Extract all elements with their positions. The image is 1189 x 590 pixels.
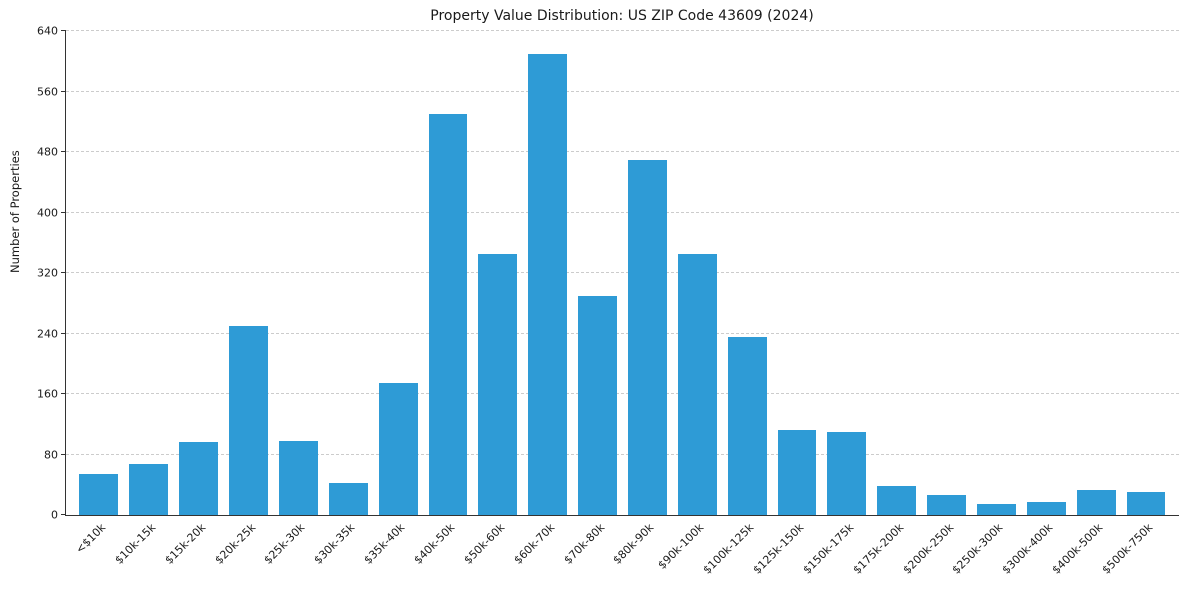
y-tick-mark (61, 90, 66, 92)
y-tick-label: 560 (37, 85, 58, 98)
bar (927, 495, 966, 515)
bar-slot: $20k-25k (212, 31, 274, 567)
bar (1076, 490, 1116, 515)
x-tick-label: $80k-90k (610, 521, 657, 567)
x-tick-label: $70k-80k (560, 521, 607, 567)
x-tick-label: $90k-100k (655, 521, 707, 572)
x-tick-label: $10k-15k (112, 521, 158, 567)
x-tick-label: $200k-250k (900, 521, 956, 577)
y-tick-mark (61, 272, 66, 273)
y-tick-mark (61, 30, 66, 31)
bar (777, 430, 817, 515)
bar-slot: $400k-500k (1050, 31, 1121, 577)
bar-slot: $10k-15k (112, 31, 174, 567)
gridline (66, 211, 1179, 213)
bar-slot: $60k-70k (511, 31, 573, 567)
y-tick-mark (61, 393, 66, 394)
gridline (66, 30, 1179, 31)
x-tick-label: $175k-200k (850, 521, 906, 577)
bar (528, 53, 568, 515)
x-tick-label: $400k-500k (1049, 521, 1106, 577)
gridline (66, 90, 1179, 92)
gridline (66, 453, 1179, 455)
y-tick-mark (61, 453, 66, 455)
x-tick-label: $30k-35k (311, 521, 358, 567)
x-tick-label: $15k-20k (162, 521, 208, 567)
bar-slot: $50k-60k (461, 31, 523, 567)
x-tick-label: $20k-25k (211, 521, 258, 567)
gridline (66, 393, 1179, 394)
y-tick-mark (61, 332, 66, 334)
chart-title: Property Value Distribution: US ZIP Code… (430, 8, 814, 24)
y-tick-label: 80 (44, 448, 58, 461)
bar-slot: $25k-30k (262, 31, 323, 567)
y-tick-mark (61, 151, 66, 152)
plot-area: 0 80 160 240 320 400 480 560 640 <$10k $10k-15k $1… (37, 25, 1179, 577)
bar-slot: $150k-175k (800, 31, 872, 577)
bar (727, 337, 767, 515)
y-axis-label: Number of Properties (8, 150, 22, 273)
x-tick-label: $500k-750k (1099, 521, 1156, 577)
y-tick-mark (61, 514, 66, 515)
bar (428, 114, 468, 515)
x-tick-label: <$10k (73, 521, 109, 557)
bar-slot: $35k-40k (362, 31, 423, 567)
bar (976, 503, 1016, 515)
bar (1026, 502, 1066, 515)
bar (627, 159, 667, 515)
bars-layer: <$10k $10k-15k $15k-20k $20k-25k $25k-30k $30… (66, 31, 1179, 577)
x-tick-label: $60k-70k (511, 521, 557, 567)
bar-slot: <$10k (73, 31, 124, 556)
bar (278, 440, 318, 515)
bar-slot: $175k-200k (850, 31, 922, 577)
x-tick-label: $125k-150k (750, 521, 807, 577)
bar-slot: $30k-35k (312, 31, 373, 567)
bar (677, 254, 717, 515)
bar (827, 431, 867, 515)
y-tick-label: 480 (37, 145, 58, 159)
gridline (66, 272, 1179, 273)
y-tick-label: 320 (37, 266, 58, 280)
bar (328, 483, 368, 515)
x-tick-label: $25k-30k (261, 521, 308, 567)
y-tick-label: 0 (51, 508, 58, 522)
y-tick-mark (61, 211, 66, 213)
bar-slot: $200k-250k (900, 31, 972, 577)
gridline (66, 332, 1179, 334)
bar (229, 325, 268, 515)
gridline (66, 151, 1179, 152)
y-tick-label: 240 (37, 327, 58, 340)
bar (478, 254, 518, 515)
bar (79, 474, 119, 515)
bar-slot: $500k-750k (1100, 31, 1171, 577)
x-tick-label: $35k-40k (361, 521, 408, 567)
bar-slot: $250k-300k (950, 31, 1021, 577)
x-tick-label: $150k-175k (800, 521, 857, 577)
bar (1126, 492, 1166, 515)
bar-slot: $90k-100k (656, 31, 722, 572)
bar-slot: $80k-90k (611, 31, 672, 567)
bar-slot: $70k-80k (561, 31, 623, 567)
x-tick-label: $250k-300k (949, 521, 1006, 577)
x-tick-label: $100k-125k (700, 521, 757, 577)
x-tick-label: $300k-400k (999, 521, 1056, 577)
bar (378, 382, 418, 515)
bar-slot: $100k-125k (701, 31, 772, 577)
y-tick-label: 160 (37, 387, 58, 401)
y-tick-label: 400 (37, 206, 58, 219)
x-tick-label: $40k-50k (411, 521, 458, 567)
bar-slot: $125k-150k (750, 31, 822, 577)
bar-slot: $40k-50k (411, 31, 473, 567)
bar (129, 463, 169, 515)
bar (877, 486, 917, 515)
bar-slot: $15k-20k (162, 31, 224, 567)
bar (179, 442, 219, 515)
x-tick-label: $50k-60k (461, 521, 507, 567)
bar (578, 295, 617, 515)
bar-slot: $300k-400k (1000, 31, 1071, 577)
y-tick-label: 640 (37, 24, 58, 38)
